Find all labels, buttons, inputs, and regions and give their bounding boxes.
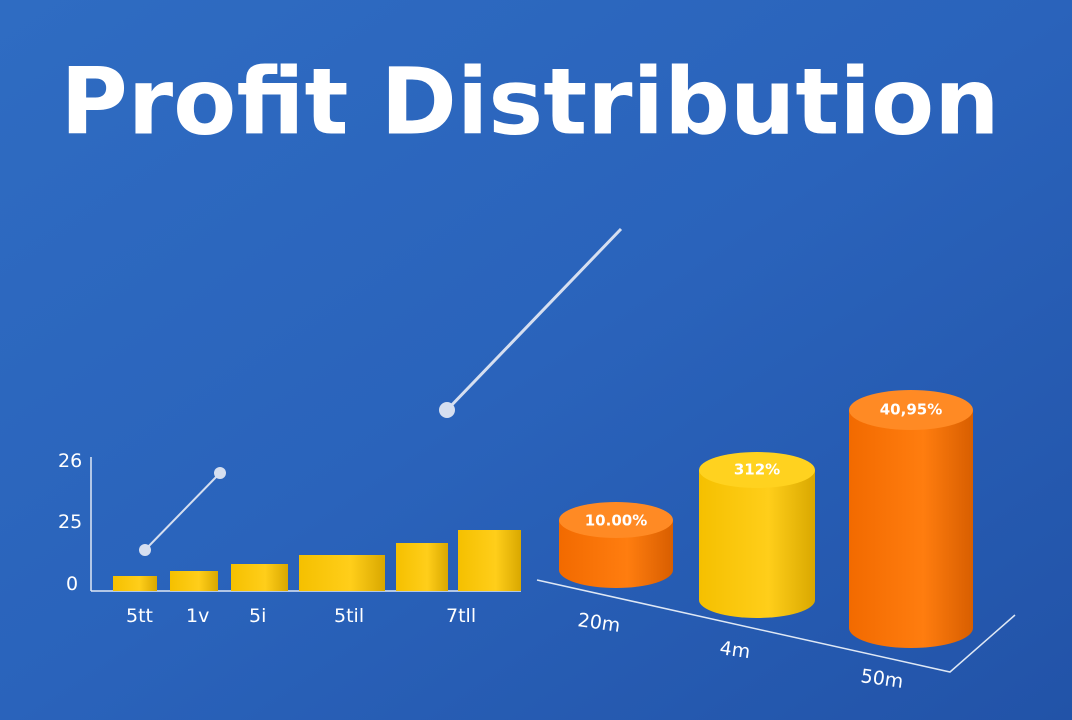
x-label: 5tt [126, 605, 153, 627]
left-chart: 26 25 0 5tt 1v 5i 5til 7tll [58, 227, 623, 627]
bar [113, 576, 157, 591]
bar [396, 543, 448, 591]
cylinder-label: 10.00% [585, 512, 647, 530]
right-chart: 10.00% 312% 40,95% 20m 4m 50m [536, 390, 1016, 693]
bar [231, 564, 288, 591]
dot [214, 467, 226, 479]
dot [139, 544, 151, 556]
cylinder-label: 40,95% [880, 401, 942, 419]
y-label: 25 [58, 511, 82, 533]
x-label: 5i [249, 605, 266, 627]
x-label: 1v [186, 605, 209, 627]
bar [170, 571, 218, 591]
cylinder: 10.00% [559, 502, 673, 588]
y-label: 26 [58, 450, 82, 472]
bar [458, 530, 521, 591]
cylinder: 312% [699, 452, 815, 618]
x-label: 5til [334, 605, 364, 627]
title: Profit Distribution [60, 48, 999, 155]
trend-line [144, 472, 221, 551]
floor [536, 579, 1016, 673]
cylinder-label: 312% [734, 461, 780, 479]
trend-line [445, 227, 623, 412]
axis-label: 4m [718, 637, 751, 663]
y-label: 0 [66, 573, 78, 595]
bar [299, 555, 385, 591]
x-label: 7tll [446, 605, 476, 627]
cylinder: 40,95% [849, 390, 973, 648]
dot [439, 402, 455, 418]
